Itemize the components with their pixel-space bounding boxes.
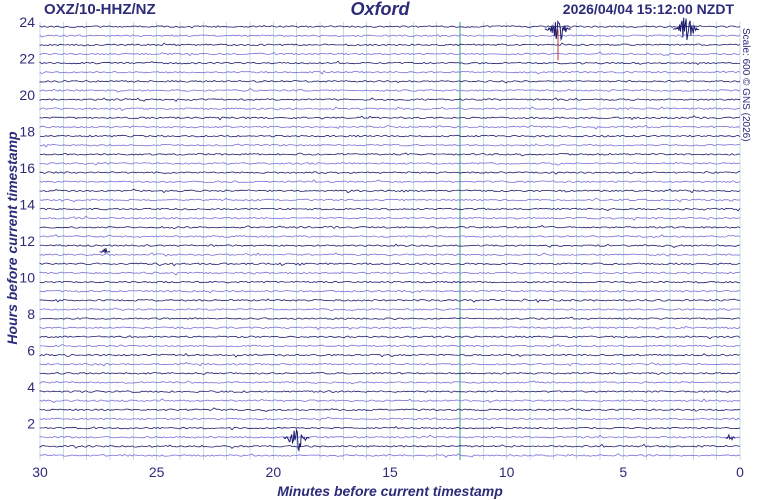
trace-line [39,398,741,403]
trace-line [39,124,741,130]
y-tick-label: 18 [19,124,35,140]
timestamp: 2026/04/04 15:12:00 NZDT [562,1,734,17]
x-tick-label: 15 [382,464,398,480]
trace-line [39,362,741,367]
seismic-events [99,17,736,453]
event-waveform [725,433,736,441]
event-waveform [672,17,700,41]
x-tick-label: 10 [499,464,515,480]
trace-line [39,307,741,312]
trace-line [39,70,741,75]
trace-line [39,325,741,331]
trace-line [39,134,741,138]
y-tick-label: 14 [19,197,35,213]
trace-line [39,34,741,38]
trace-line [39,407,741,412]
trace-line [39,179,741,184]
trace-line [39,233,741,239]
trace-line [39,87,741,93]
trace-line [39,289,741,294]
trace-line [39,106,741,112]
trace-line [39,161,741,166]
trace-line [39,207,741,212]
y-tick-label: 6 [27,343,35,359]
station-code: OXZ/10-HHZ/NZ [44,1,156,18]
trace-line [39,170,741,175]
trace-line [39,371,740,376]
x-tick-label: 30 [32,464,48,480]
trace-line [39,143,740,148]
trace-line [39,298,741,303]
y-tick-label: 2 [27,416,35,432]
event-waveform [99,248,111,254]
trace-line [39,60,741,66]
minute-grid [39,22,741,460]
x-tick-label: 0 [736,464,744,480]
trace-line [39,115,741,121]
trace-line [39,51,741,57]
trace-line [39,443,741,449]
x-axis-label: Minutes before current timestamp [277,483,503,499]
x-tick-label: 20 [266,464,282,480]
trace-line [39,152,741,157]
trace-line [39,316,741,320]
event-waveform [544,19,571,42]
trace-line [39,224,741,230]
y-tick-label: 16 [19,160,35,176]
y-tick-label: 4 [27,379,35,395]
trace-line [39,335,741,340]
trace-line [39,353,741,358]
trace-line [39,425,741,431]
trace-line [40,343,741,348]
trace-line [39,434,741,439]
y-tick-label: 8 [27,306,35,322]
trace-line [39,416,741,421]
trace-line [39,453,740,458]
trace-line [39,97,741,102]
y-tick-label: 20 [19,87,35,103]
trace-line [39,252,741,257]
trace-line [39,243,741,248]
trace-line [39,262,741,267]
y-tick-label: 22 [19,51,35,67]
y-tick-label: 24 [19,14,35,30]
trace-line [39,197,741,203]
trace-line [39,390,741,393]
trace-line [39,271,741,276]
x-tick-labels: 30 25 20 15 10 5 0 [32,464,744,480]
trace-line [39,380,741,385]
trace-line [39,79,741,84]
event-waveform [283,428,310,453]
chart-title: Oxford [350,0,410,19]
seismic-traces [39,24,741,458]
trace-line [39,188,741,194]
x-tick-label: 5 [619,464,627,480]
trace-line [39,215,741,221]
x-tick-label: 25 [149,464,165,480]
trace-line [39,24,741,29]
trace-line [39,280,741,284]
trace-line [39,42,741,47]
y-tick-label: 10 [19,270,35,286]
y-tick-label: 12 [19,233,35,249]
